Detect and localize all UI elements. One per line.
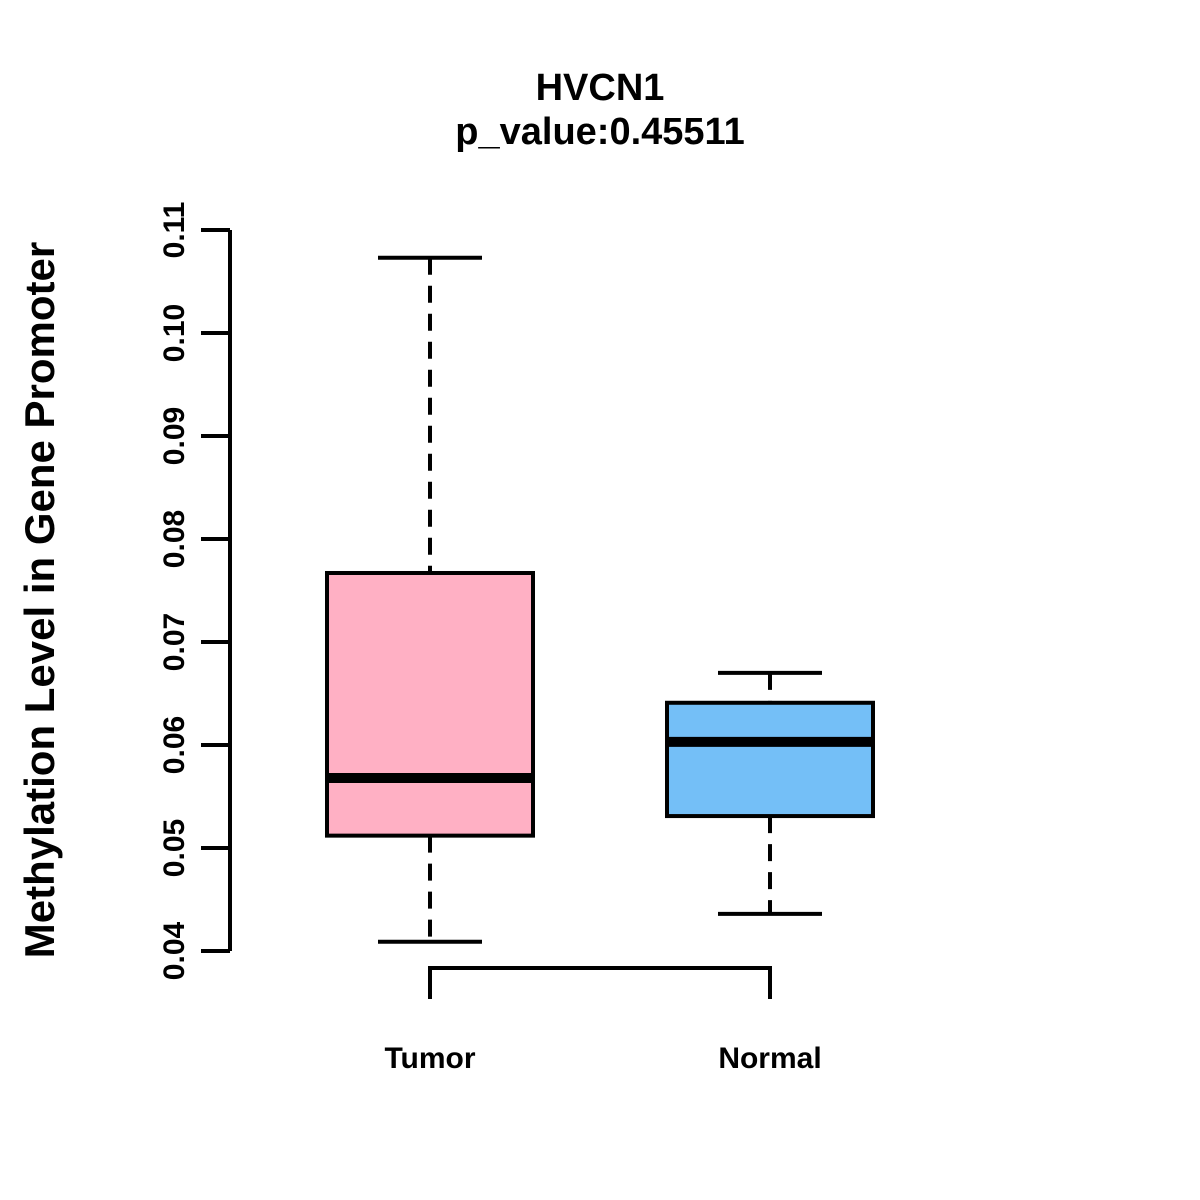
y-tick-label: 0.04 [158,921,191,981]
y-tick-label: 0.07 [158,612,191,672]
y-tick-label: 0.11 [158,201,191,259]
y-tick-label: 0.08 [158,509,191,569]
y-tick-label: 0.10 [158,303,191,363]
chart-title: HVCN1 [535,67,665,109]
title-block: HVCN1 p_value:0.45511 [0,66,1200,154]
x-axis-label-normal: Normal [718,1042,822,1075]
box-tumor [325,570,535,838]
y-tick-label: 0.09 [158,406,191,466]
x-axis-bracket [428,966,772,999]
y-tick-label: 0.06 [158,715,191,775]
chart-pvalue-subtitle: p_value:0.45511 [455,111,745,153]
x-axis-label-tumor: Tumor [384,1042,476,1075]
y-tick-label: 0.05 [158,818,191,878]
box-normal [665,700,875,819]
